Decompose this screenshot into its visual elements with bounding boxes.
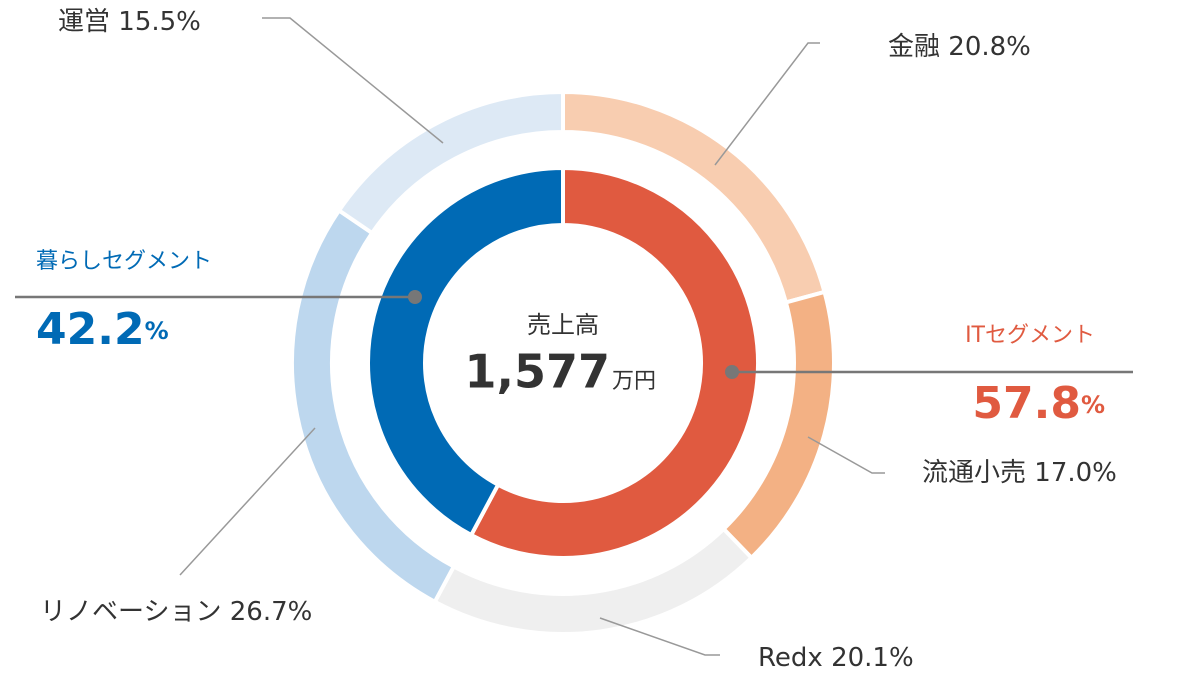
leader-line <box>714 42 820 166</box>
inner-segment <box>468 165 760 560</box>
total-unit: 万円 <box>612 369 656 394</box>
outer-label: Redx 20.1% <box>758 643 914 673</box>
leader-line <box>262 17 444 144</box>
segment-value: 42.2% <box>36 304 169 355</box>
value-number: 42.2 <box>36 304 145 355</box>
category-name: 運営 <box>58 7 110 37</box>
outer-segment <box>336 89 565 236</box>
value-label: 17.0% <box>1034 458 1117 488</box>
value-unit: % <box>1081 391 1105 419</box>
outer-label: 流通小売 17.0% <box>922 458 1117 488</box>
category-name: 金融 <box>888 32 940 62</box>
total-value: 1,577 <box>464 345 610 399</box>
value-label: 26.7% <box>230 597 313 627</box>
center-title: 売上高 <box>527 311 599 339</box>
segment-value: 57.8% <box>972 378 1105 429</box>
leader-line <box>599 617 720 656</box>
leader-dot <box>725 365 739 379</box>
inner-segment <box>366 165 565 538</box>
category-name: Redx <box>758 643 823 673</box>
category-name: 流通小売 <box>922 458 1026 488</box>
value-unit: % <box>145 317 169 345</box>
leader-dot <box>408 290 422 304</box>
outer-label: リノベーション 26.7% <box>40 597 312 627</box>
value-label: 15.5% <box>118 7 201 37</box>
outer-label: 運営 15.5% <box>58 7 201 37</box>
outer-label: 金融 20.8% <box>888 32 1031 62</box>
category-name: リノベーション <box>40 597 221 627</box>
leader-line <box>807 436 885 474</box>
value-label: 20.1% <box>831 643 914 673</box>
value-number: 57.8 <box>972 378 1081 429</box>
value-label: 20.8% <box>948 32 1031 62</box>
leader-line <box>179 427 316 576</box>
segment-name: ITセグメント <box>965 323 1095 348</box>
segment-name: 暮らしセグメント <box>36 249 212 274</box>
